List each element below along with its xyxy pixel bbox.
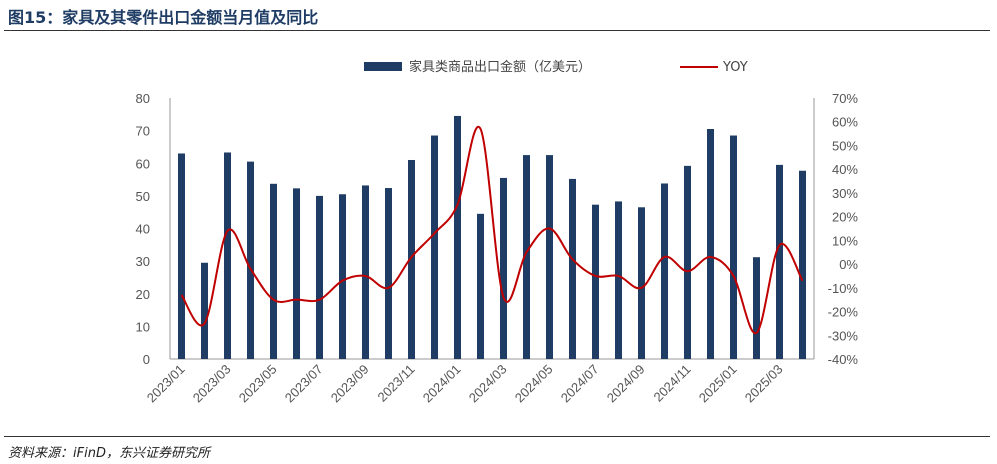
- bar: [753, 257, 760, 359]
- legend-bar-label: 家具类商品出口金额（亿美元）: [409, 59, 591, 75]
- bar: [615, 201, 622, 359]
- bar: [247, 161, 254, 359]
- left-tick-label: 0: [143, 352, 150, 367]
- x-tick-label: 2023/09: [328, 362, 372, 406]
- bar: [477, 213, 484, 359]
- left-tick-label: 60: [136, 156, 150, 171]
- x-tick-label: 2024/03: [466, 362, 510, 406]
- x-tick-label: 2023/11: [374, 362, 417, 405]
- bar: [362, 185, 369, 359]
- right-tick-label: 70%: [832, 91, 858, 106]
- x-tick-label: 2023/07: [282, 362, 326, 406]
- bar: [316, 195, 323, 360]
- left-tick-label: 40: [136, 222, 150, 237]
- x-tick-label: 2024/05: [512, 362, 556, 406]
- bar: [408, 159, 415, 359]
- bar: [684, 165, 691, 359]
- legend: 家具类商品出口金额（亿美元） YOY: [364, 59, 748, 75]
- bar: [592, 204, 599, 359]
- left-tick-label: 10: [136, 319, 150, 334]
- title-rule: [4, 30, 990, 31]
- right-tick-label: 10%: [832, 233, 858, 248]
- axes: [169, 98, 815, 360]
- left-tick-label: 20: [136, 287, 150, 302]
- bar: [178, 153, 185, 359]
- bar: [224, 152, 231, 359]
- bar: [730, 135, 737, 359]
- legend-line-label: YOY: [722, 60, 748, 75]
- bar: [293, 188, 300, 359]
- right-tick-label: 40%: [832, 162, 858, 177]
- right-tick-label: -20%: [828, 305, 859, 320]
- right-tick-label: -10%: [828, 281, 859, 296]
- bar: [523, 155, 530, 359]
- left-tick-label: 70: [136, 124, 150, 139]
- bar: [707, 128, 714, 359]
- bar: [661, 183, 668, 359]
- x-tick-label: 2023/01: [144, 362, 188, 406]
- x-tick-label: 2025/01: [696, 362, 740, 406]
- footer-rule: [4, 436, 990, 437]
- bar: [431, 135, 438, 359]
- right-tick-label: -40%: [828, 352, 859, 367]
- bar-series: [178, 115, 806, 360]
- bar: [454, 115, 461, 359]
- yoy-line: [180, 125, 804, 334]
- right-tick-label: 0%: [839, 257, 858, 272]
- bar: [569, 178, 576, 359]
- x-tick-label: 2023/05: [236, 362, 280, 406]
- right-tick-label: -30%: [828, 328, 859, 343]
- bar: [638, 207, 645, 359]
- legend-bar-swatch: [364, 62, 402, 71]
- source-note: 资料来源：iFinD，东兴证券研究所: [8, 446, 210, 461]
- bar: [500, 177, 507, 359]
- bar: [201, 262, 208, 359]
- right-axis-ticks: -40% -30% -20% -10% 0% 10% 20% 30% 40% 50% 60% 70%: [828, 91, 859, 367]
- x-tick-label: 2024/07: [558, 362, 602, 406]
- x-tick-label: 2023/03: [190, 362, 234, 406]
- bar: [546, 155, 553, 359]
- x-tick-label: 2024/11: [650, 362, 693, 405]
- left-tick-label: 30: [136, 254, 150, 269]
- bar: [799, 170, 806, 359]
- left-tick-label: 80: [136, 91, 150, 106]
- left-tick-label: 50: [136, 189, 150, 204]
- chart-title: 图15：家具及其零件出口金额当月值及同比: [8, 8, 319, 27]
- x-tick-label: 2024/01: [420, 362, 464, 406]
- bar: [339, 194, 346, 359]
- bar: [385, 188, 392, 359]
- yoy-series: [180, 125, 804, 334]
- right-tick-label: 60%: [832, 115, 858, 130]
- x-tick-label: 2024/09: [604, 362, 648, 406]
- left-axis-ticks: 0 10 20 30 40 50 60 70 80: [136, 91, 150, 367]
- bar: [270, 183, 277, 359]
- x-axis-ticks: 2023/01 2023/03 2023/05 2023/07 2023/09 2023/…: [144, 362, 786, 406]
- bar: [776, 164, 783, 359]
- right-tick-label: 20%: [832, 210, 858, 225]
- right-tick-label: 30%: [832, 186, 858, 201]
- right-tick-label: 50%: [832, 138, 858, 153]
- x-tick-label: 2025/03: [742, 362, 786, 406]
